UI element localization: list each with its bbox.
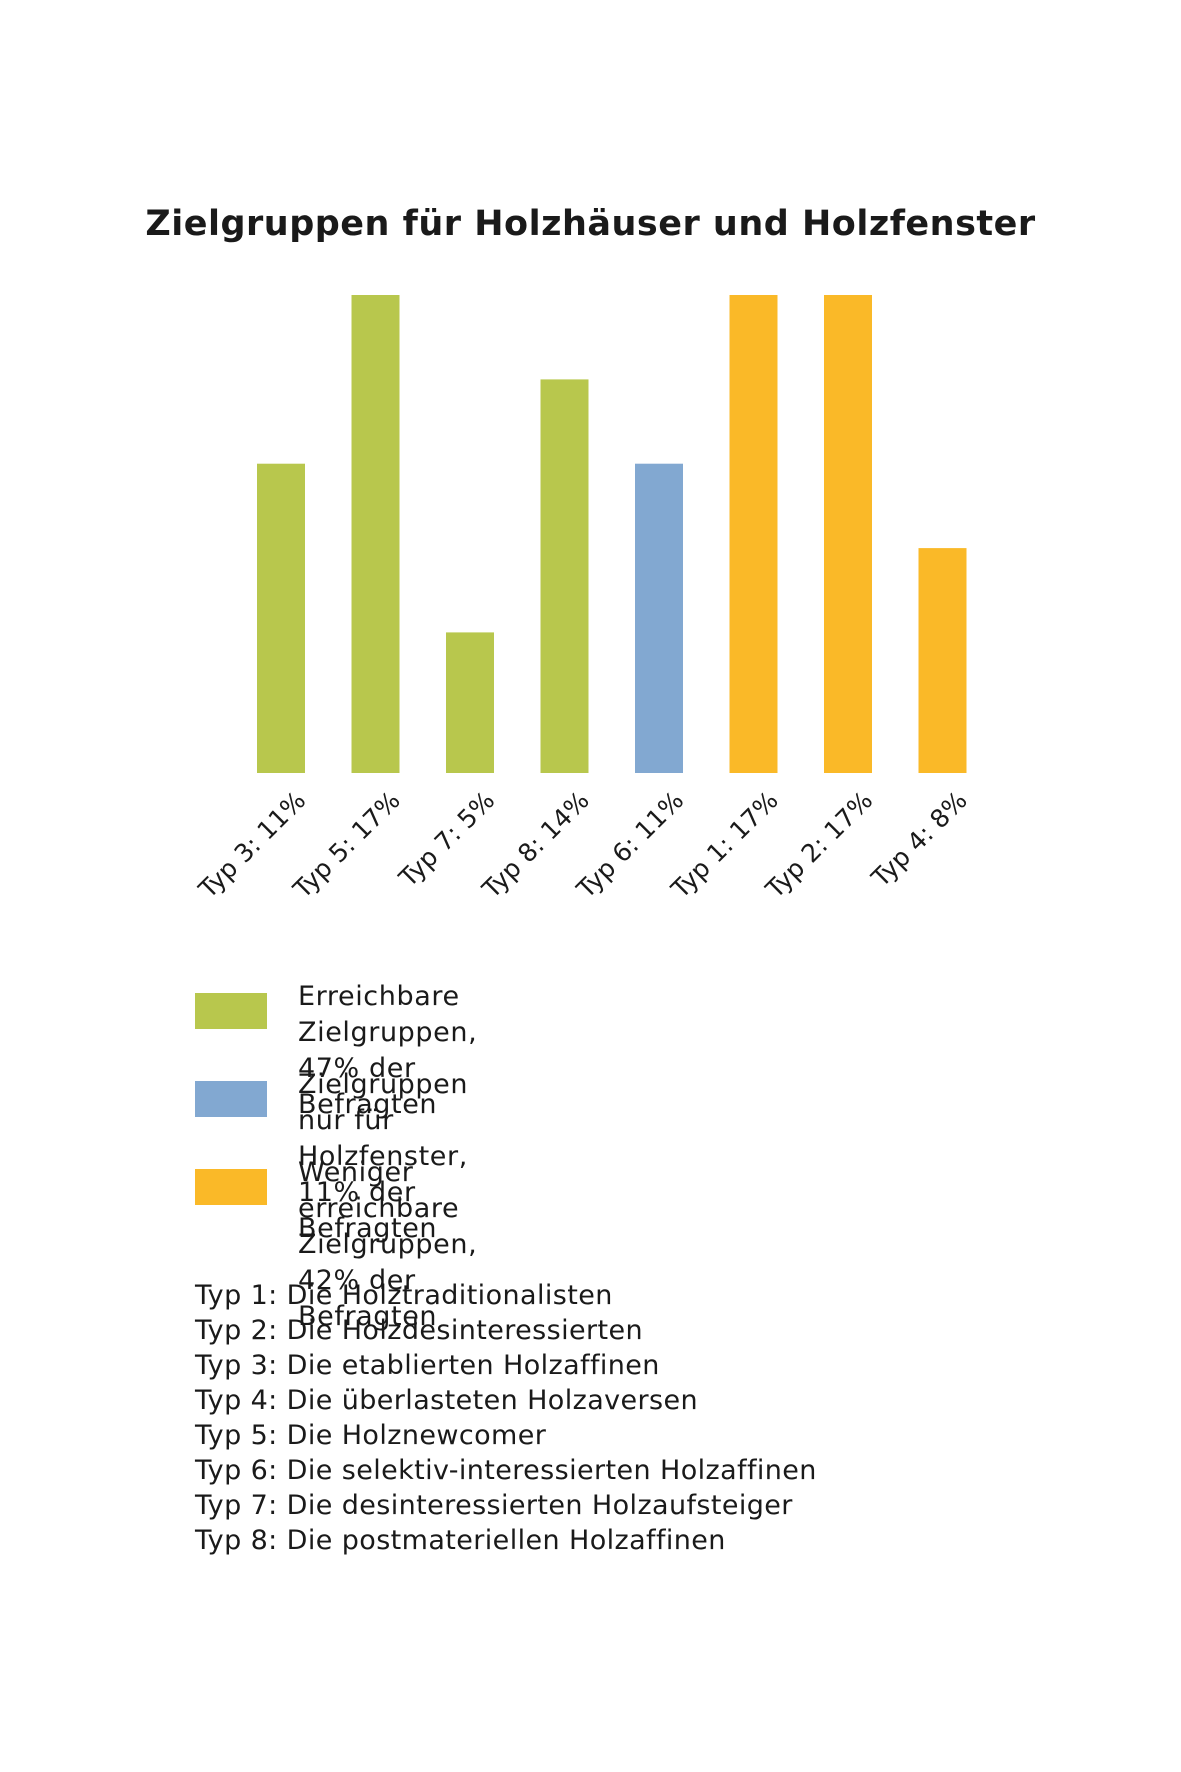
legend-label-line2: 42% der Befragten (298, 1265, 438, 1332)
type-description: Typ 3: Die etablierten Holzaffinen (195, 1350, 660, 1381)
type-descriptions: Typ 1: Die Holztraditionalisten Typ 2: D… (195, 1278, 817, 1558)
legend-label-line2: 11% der Befragten (298, 1177, 438, 1244)
type-description: Typ 8: Die postmateriellen Holzaffinen (195, 1525, 726, 1556)
bar-2 (351, 295, 400, 773)
legend-swatch-green (195, 993, 267, 1029)
legend-label-line1: Weniger erreichbare Zielgruppen, (298, 1157, 478, 1260)
type-description: Typ 5: Die Holznewcomer (195, 1420, 547, 1451)
legend-label-blue: Zielgruppen nur für Holzfenster, 11% der… (298, 1067, 468, 1247)
x-tick-label: Typ 4: 8% (865, 786, 972, 893)
type-description: Typ 4: Die überlasteten Holzaversen (195, 1385, 699, 1416)
bar-chart: Typ 3: 11%Typ 5: 17%Typ 7: 5%Typ 8: 14%T… (193, 295, 973, 904)
bar-8 (918, 548, 967, 773)
type-description: Typ 1: Die Holztraditionalisten (195, 1280, 613, 1311)
bar-7 (824, 295, 872, 773)
bar-5 (635, 463, 683, 773)
type-description: Typ 2: Die Holzdesinteressierten (195, 1315, 644, 1346)
bar-3 (446, 632, 494, 773)
bar-1 (257, 463, 305, 773)
bar-4 (540, 379, 589, 773)
legend-swatch-orange (195, 1169, 267, 1205)
legend-label-orange: Weniger erreichbare Zielgruppen, 42% der… (298, 1155, 477, 1335)
legend-label-line1: Erreichbare Zielgruppen, (298, 981, 478, 1048)
bar-6 (729, 295, 778, 773)
type-description: Typ 7: Die desinteressierten Holzaufstei… (195, 1490, 793, 1521)
chart-title: Zielgruppen für Holzhäuser und Holzfenst… (145, 204, 1036, 244)
legend-swatch-blue (195, 1081, 267, 1117)
legend-label-line1: Zielgruppen nur für Holzfenster, (298, 1069, 469, 1172)
type-description: Typ 6: Die selektiv-interessierten Holza… (195, 1455, 817, 1486)
legend-label-line2: 47% der Befragten (298, 1053, 438, 1120)
legend-label-green: Erreichbare Zielgruppen, 47% der Befragt… (298, 979, 477, 1123)
